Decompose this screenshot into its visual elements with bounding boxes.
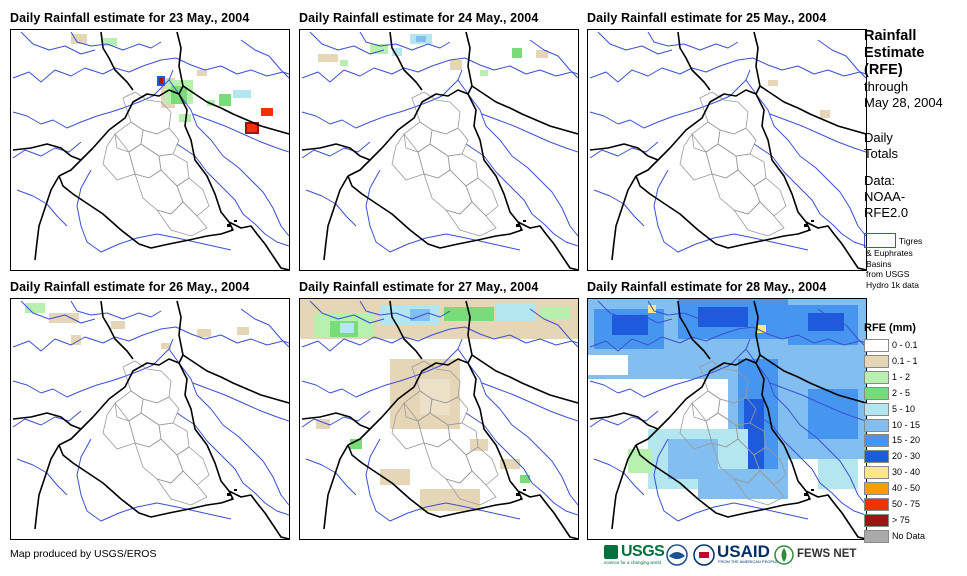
usaid-logo: USAID FROM THE AMERICAN PEOPLE xyxy=(693,542,778,566)
noaa-icon xyxy=(666,544,688,566)
map-panel-26-may xyxy=(10,298,290,540)
basin-legend-line5: Hydro 1k data xyxy=(866,279,919,290)
basin-legend-text: & Euphrates Basins from USGS Hydro 1k da… xyxy=(866,248,919,290)
legend-label: 2 - 5 xyxy=(892,387,911,398)
map-panel-25-may xyxy=(587,29,867,271)
map-title-line2: Estimate xyxy=(864,45,925,61)
map-panel-23-may xyxy=(10,29,290,271)
map-panel-27-may xyxy=(299,298,579,540)
rain-patches xyxy=(588,299,866,499)
rain-patches xyxy=(25,303,249,349)
panel-title-24-may: Daily Rainfall estimate for 24 May., 200… xyxy=(299,11,539,25)
map-credit: Map produced by USGS/EROS xyxy=(10,548,157,560)
panel-title-25-may: Daily Rainfall estimate for 25 May., 200… xyxy=(587,11,827,25)
legend-swatch xyxy=(864,402,889,416)
data-source-line1: NOAA- xyxy=(864,189,906,204)
data-source-line2: RFE2.0 xyxy=(864,205,909,220)
legend-label: 0 - 0.1 xyxy=(892,340,918,350)
basin-legend-line1: Tigres xyxy=(899,236,923,246)
legend-swatch xyxy=(864,418,889,432)
basin-legend-line4: from USGS xyxy=(866,269,910,279)
legend-swatch xyxy=(864,498,889,511)
data-source: Data: NOAA- RFE2.0 xyxy=(864,173,908,221)
legend-label: 40 - 50 xyxy=(892,483,921,494)
map-title: Rainfall Estimate (RFE) through May 28, … xyxy=(864,28,943,111)
period-line2: Totals xyxy=(864,146,898,161)
legend-label: 1 - 2 xyxy=(892,371,911,382)
legend-swatch xyxy=(864,513,889,527)
usaid-seal-icon xyxy=(693,544,715,566)
usaid-tagline: FROM THE AMERICAN PEOPLE xyxy=(718,559,778,564)
legend-swatch xyxy=(864,434,889,448)
fews-leaf-icon xyxy=(774,545,794,565)
panel-title-27-may: Daily Rainfall estimate for 27 May., 200… xyxy=(299,280,539,294)
legend-swatch xyxy=(864,370,889,384)
legend-swatch xyxy=(864,450,889,464)
map-panel-24-may xyxy=(299,29,579,271)
period-line1: Daily xyxy=(864,130,893,145)
data-source-label: Data: xyxy=(864,173,896,188)
through-label: through xyxy=(864,79,909,94)
legend-swatch xyxy=(864,386,889,400)
legend-label: 0.1 - 1 xyxy=(892,355,918,366)
period-label: Daily Totals xyxy=(864,130,898,162)
usgs-tagline: science for a changing world xyxy=(604,560,662,565)
legend-swatch xyxy=(864,482,889,496)
fews-net-text: FEWS NET xyxy=(797,548,857,560)
map-title-line3: (RFE) xyxy=(864,62,903,78)
panel-title-26-may: Daily Rainfall estimate for 26 May., 200… xyxy=(10,280,250,294)
rain-patches xyxy=(318,34,548,76)
legend-label: 15 - 20 xyxy=(892,435,921,446)
map-panel-28-may xyxy=(587,298,867,540)
usaid-logo-text: USAID xyxy=(717,542,770,561)
legend-title: RFE (mm) xyxy=(864,322,916,334)
usgs-mark-icon xyxy=(604,545,618,559)
through-date: May 28, 2004 xyxy=(864,95,943,110)
legend-label: 5 - 10 xyxy=(892,403,916,414)
legend-swatch xyxy=(864,339,889,352)
usgs-logo-text: USGS xyxy=(621,543,665,560)
map-title-line1: Rainfall xyxy=(864,28,917,44)
legend-swatch xyxy=(864,466,889,480)
basin-legend-line2: & Euphrates xyxy=(866,248,913,258)
basin-legend-line3: Basins xyxy=(866,258,892,269)
legend-label: 20 - 30 xyxy=(892,451,921,462)
legend-swatch xyxy=(864,529,889,543)
legend-label: 50 - 75 xyxy=(892,499,921,509)
legend-label: > 75 xyxy=(892,514,910,525)
noaa-logo xyxy=(666,544,688,566)
legend-label: 10 - 15 xyxy=(892,419,921,430)
basin-legend-swatch xyxy=(864,233,896,248)
legend-swatch xyxy=(864,354,889,368)
rain-patches xyxy=(768,80,830,118)
panel-title-28-may: Daily Rainfall estimate for 28 May., 200… xyxy=(587,280,827,294)
legend-label: 30 - 40 xyxy=(892,467,921,478)
panel-title-23-may: Daily Rainfall estimate for 23 May., 200… xyxy=(10,11,250,25)
legend-label: No Data xyxy=(892,530,926,541)
